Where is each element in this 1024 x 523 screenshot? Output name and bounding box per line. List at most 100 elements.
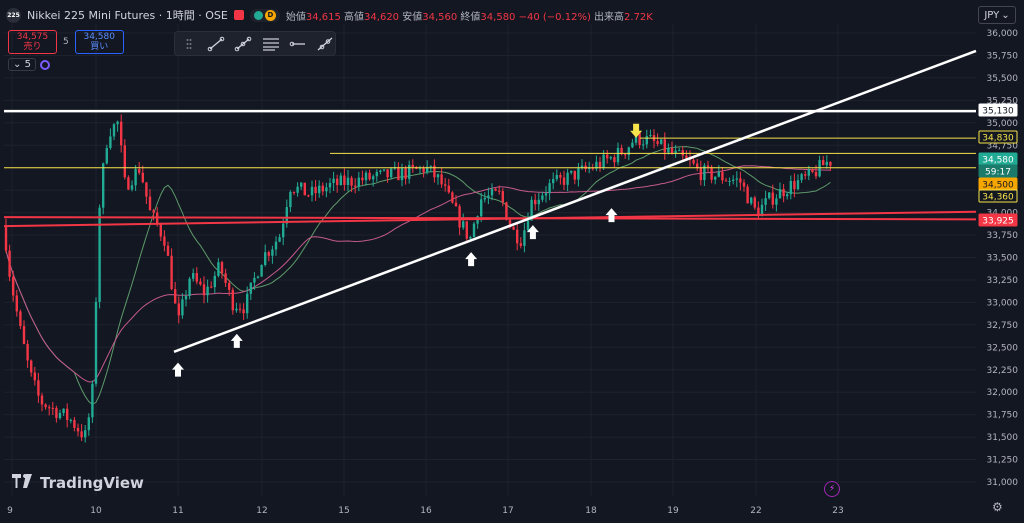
candle-body <box>271 249 274 256</box>
y-tick-label: 35,500 <box>987 74 1019 84</box>
up-arrow-2 <box>465 252 478 267</box>
flag-icon[interactable] <box>233 10 244 20</box>
candle-body <box>577 168 580 180</box>
candle-body <box>444 184 447 186</box>
candle-body <box>4 226 8 251</box>
indicator-collapse-button[interactable]: ⌄ 5 <box>8 58 36 71</box>
candle-body <box>87 417 90 431</box>
price-label-box-6 <box>978 213 1018 227</box>
price-label-box-3 <box>978 164 1018 178</box>
candle-body <box>249 282 252 294</box>
sell-button[interactable]: 34,575 売り <box>8 30 57 54</box>
indicator-row: ⌄ 5 <box>8 58 50 71</box>
candle-body <box>717 171 720 177</box>
ray-icon[interactable] <box>233 35 252 53</box>
candle-body <box>724 180 728 182</box>
candle-body <box>141 172 144 183</box>
chevron-down-icon: ⌄ <box>1001 9 1010 21</box>
candle-body <box>634 132 638 143</box>
indicator-icon[interactable] <box>39 59 50 70</box>
candle-body <box>195 273 198 282</box>
gear-icon[interactable]: ⚙ <box>992 500 1003 514</box>
candle-body <box>224 273 227 283</box>
candle-body <box>544 193 548 196</box>
candle-body <box>202 284 206 296</box>
candle-body <box>526 220 530 231</box>
candle-body <box>19 311 22 327</box>
candle-body <box>534 199 537 205</box>
candle-body <box>768 192 771 199</box>
up-arrow-3 <box>526 225 539 240</box>
y-tick-label: 35,000 <box>987 119 1019 129</box>
trend-line-icon[interactable] <box>206 35 225 53</box>
candle-body <box>12 276 15 296</box>
candle-body <box>663 139 666 153</box>
candle-body <box>246 293 249 314</box>
candle-body <box>602 154 605 168</box>
price-label-box-5 <box>978 189 1018 203</box>
candle-body <box>735 178 738 180</box>
candle-body <box>181 299 184 316</box>
candle-body <box>346 177 350 185</box>
candle-body <box>285 207 288 224</box>
candle-body <box>793 180 796 190</box>
candle-body <box>620 147 623 155</box>
candle-body <box>199 281 202 285</box>
candle-body <box>84 430 87 438</box>
candle-body <box>177 303 180 316</box>
fib-icon[interactable] <box>261 35 281 53</box>
candle-body <box>130 185 134 190</box>
horizontal-ray-icon[interactable] <box>289 35 308 53</box>
lightning-icon[interactable]: ⚡ <box>824 481 840 497</box>
x-tick-label: 22 <box>750 506 761 516</box>
candle-body <box>300 182 303 187</box>
candle-body <box>580 165 584 169</box>
candle-body <box>490 188 494 196</box>
x-tick-label: 17 <box>502 506 513 516</box>
candle-body <box>703 165 706 181</box>
candle-body <box>98 207 101 302</box>
candle-body <box>775 198 778 205</box>
candle-body <box>382 169 386 171</box>
y-tick-label: 32,000 <box>987 388 1019 398</box>
candle-body <box>433 165 436 178</box>
price-label-0: 35,130 <box>982 107 1014 117</box>
candle-body <box>184 295 188 300</box>
currency-selector[interactable]: JPY ⌄ <box>978 6 1016 24</box>
y-tick-label: 36,000 <box>987 29 1019 39</box>
trade-panel: 34,575 売り 5 34,580 買い <box>8 30 124 54</box>
candle-body <box>289 191 292 208</box>
candle-body <box>523 230 526 246</box>
market-status[interactable]: D <box>249 8 280 22</box>
candle-body <box>742 182 746 187</box>
candle-body <box>541 195 544 200</box>
candle-body <box>192 273 195 279</box>
candle-body <box>231 289 234 311</box>
candle-body <box>120 121 123 146</box>
candle-body <box>339 175 342 186</box>
candle-body <box>480 199 483 217</box>
candle-body <box>44 404 47 408</box>
candle-body <box>462 221 465 228</box>
candle-body <box>350 177 353 186</box>
drag-handle-icon[interactable] <box>179 35 198 53</box>
candle-body <box>127 177 130 190</box>
quantity-value[interactable]: 5 <box>63 37 69 47</box>
candle-body <box>818 160 821 177</box>
candle-body <box>48 407 51 409</box>
candle-body <box>80 431 83 438</box>
candle-body <box>73 419 76 428</box>
candle-body <box>721 171 724 181</box>
x-tick-label: 23 <box>832 506 843 516</box>
buy-button[interactable]: 34,580 買い <box>74 30 124 54</box>
up-arrow-4 <box>605 208 618 223</box>
symbol-title[interactable]: Nikkei 225 Mini Futures · 1時間 · OSE <box>27 9 228 22</box>
extended-line-icon[interactable] <box>316 35 335 53</box>
candle-body <box>94 301 98 384</box>
price-label-5: 34,360 <box>982 193 1014 203</box>
candle-body <box>188 278 191 296</box>
candle-body <box>307 195 310 197</box>
candle-body <box>8 250 11 277</box>
ma-long-line <box>5 165 831 383</box>
